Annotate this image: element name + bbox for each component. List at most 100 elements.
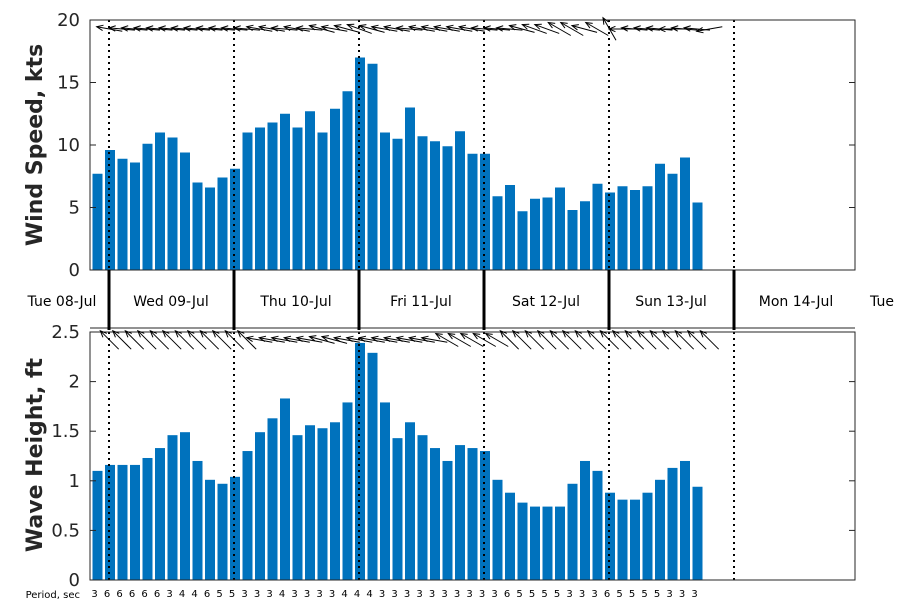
wave-bar [617, 499, 628, 580]
period-value: 5 [641, 589, 647, 600]
period-value: 3 [291, 589, 297, 600]
period-value: 4 [341, 589, 347, 600]
period-value: 3 [304, 589, 310, 600]
wave-bar [555, 506, 565, 580]
wind-bar [130, 162, 140, 270]
period-value: 3 [416, 589, 422, 600]
period-value: 3 [566, 589, 572, 600]
wind-bar [305, 111, 315, 270]
arrow-head [195, 25, 204, 32]
arrow-head [245, 24, 254, 31]
period-value: 3 [691, 589, 697, 600]
wind-direction-arrow [184, 27, 210, 31]
period-value: 3 [579, 589, 585, 600]
arrow-head [508, 24, 517, 31]
wave-direction-arrow [112, 330, 132, 350]
wave-direction-arrow [485, 333, 509, 347]
arrow-head [145, 25, 154, 32]
arrow-head [536, 329, 545, 338]
wind-direction-arrow [396, 27, 423, 31]
wave-direction-arrow [624, 330, 645, 350]
wave-direction-arrow [271, 337, 298, 343]
wave-bar [155, 448, 165, 580]
wind-bar [242, 132, 253, 270]
period-value: 3 [679, 589, 685, 600]
wind-direction-arrow [347, 24, 372, 34]
wave-bar [167, 435, 178, 580]
wind-direction-arrow [221, 27, 248, 31]
wave-bar [305, 425, 315, 580]
wind-direction-arrow [271, 27, 298, 31]
arrow-head [346, 23, 355, 30]
wind-direction-arrow [146, 27, 173, 31]
arrow-head [95, 24, 104, 31]
wave-bar [442, 460, 453, 580]
y-tick-label: 15 [57, 73, 80, 94]
wave-bar [117, 464, 128, 580]
arrow-head [586, 329, 595, 338]
y-tick-label: 0 [69, 570, 80, 591]
wave-direction-arrow [435, 333, 459, 347]
wind-bar [492, 196, 503, 270]
y-tick-label: 1 [69, 471, 80, 492]
wind-direction-arrow [309, 25, 335, 33]
wave-direction-arrow [174, 330, 195, 350]
wind-direction-arrow [371, 26, 398, 32]
period-value: 6 [154, 589, 160, 600]
period-value: 3 [91, 589, 97, 600]
wind-bar [330, 108, 340, 270]
arrow-head [357, 335, 367, 342]
wind-direction-arrow [621, 27, 648, 31]
wave-bar [492, 479, 503, 580]
wave-bar [217, 483, 228, 580]
arrow-head [174, 329, 182, 338]
wave-direction-arrow [237, 330, 257, 350]
wave-direction-arrow [246, 337, 273, 343]
plot-frame [89, 331, 856, 581]
y-tick-label: 1.5 [51, 421, 80, 442]
wave-direction-arrow [537, 330, 557, 350]
wind-direction-arrow [96, 26, 123, 32]
arrow-head [624, 329, 632, 338]
arrow-head [511, 329, 520, 338]
wave-bar [455, 445, 465, 580]
arrow-head [570, 24, 579, 31]
wind-bar [430, 141, 440, 270]
wind-bar [255, 127, 265, 270]
wind-direction-arrow [421, 26, 448, 32]
wave-direction-arrow [524, 330, 545, 350]
wave-direction-arrow [346, 337, 373, 343]
arrow-head [547, 21, 556, 29]
period-value: 4 [279, 589, 285, 600]
wave-direction-arrow [587, 330, 607, 350]
wind-direction-arrow [547, 22, 572, 36]
wind-bar [217, 177, 228, 270]
wave-direction-arrow [662, 330, 682, 350]
wave-direction-arrow [187, 330, 207, 350]
day-label: Thu 10-Jul [259, 294, 331, 310]
arrow-head [308, 335, 317, 342]
wave-direction-arrow [674, 330, 695, 350]
wind-direction-arrow [571, 25, 598, 33]
wave-bar [367, 352, 378, 580]
wind-bar [680, 157, 690, 270]
wave-bar [505, 492, 515, 580]
period-value: 5 [541, 589, 547, 600]
wind-direction-arrow [434, 26, 460, 32]
arrow-head [124, 329, 132, 338]
arrow-head [549, 329, 557, 338]
wave-direction-arrow [574, 330, 595, 350]
period-value: 4 [179, 589, 185, 600]
arrow-head [484, 332, 493, 340]
wind-bar [592, 183, 603, 270]
arrow-head [295, 335, 304, 342]
period-value: 6 [504, 589, 510, 600]
arrow-head [620, 25, 629, 32]
period-value: 6 [141, 589, 147, 600]
arrow-head [282, 24, 292, 31]
arrow-head [584, 21, 593, 29]
wind-bar [205, 187, 215, 270]
wind-direction-arrow [484, 27, 510, 31]
